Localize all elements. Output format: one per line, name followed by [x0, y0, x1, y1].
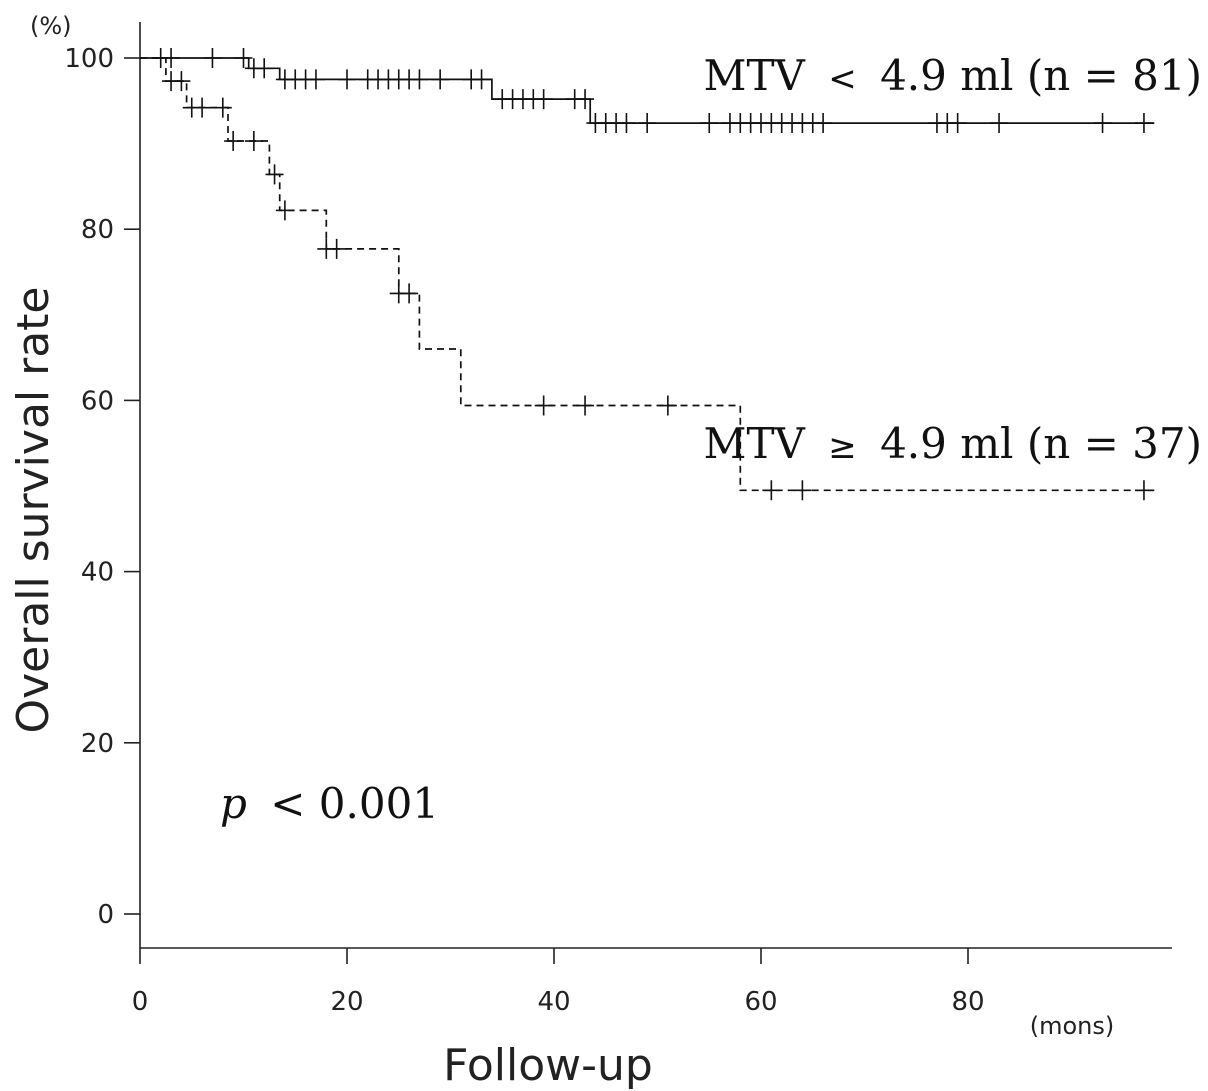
censor-mark [1093, 113, 1112, 134]
x-axis-title: Follow-up [443, 1040, 653, 1091]
series-label-op: < [828, 59, 857, 99]
censor-mark [658, 395, 677, 416]
x-tick-label: 20 [330, 987, 363, 1017]
y-tick-label: 40 [81, 558, 114, 588]
plot-area [140, 48, 1155, 501]
censor-mark [224, 131, 243, 152]
censor-mark [793, 480, 812, 501]
x-tick-label: 80 [951, 987, 984, 1017]
censor-mark [534, 395, 553, 416]
series-label-lhs: MTV [704, 419, 806, 468]
series-label-rhs: 4.9 ml (n = 37) [880, 419, 1202, 468]
axes: 0 20 40 60 80 100 0 20 40 60 80 [64, 22, 1172, 1017]
censor-mark [990, 113, 1009, 134]
censor-mark [1134, 113, 1153, 134]
series-line-1 [140, 57, 1155, 492]
censor-mark [617, 113, 636, 134]
censor-mark [948, 113, 967, 134]
censor-mark [193, 97, 212, 118]
censor-mark [234, 48, 253, 68]
censor-mark [700, 113, 719, 134]
series-label-mtv-high: MTV ≥ 4.9 ml (n = 37) [704, 419, 1203, 468]
series-label-rhs: 4.9 ml (n = 81) [880, 51, 1202, 100]
series-label-mtv-low: MTV < 4.9 ml (n = 81) [704, 51, 1203, 100]
censor-mark [400, 283, 419, 304]
censor-mark [338, 69, 356, 90]
x-tick-label: 40 [537, 987, 570, 1017]
censor-mark [244, 131, 263, 152]
censor-mark [431, 69, 450, 90]
censor-mark [327, 238, 346, 259]
censor-mark [472, 69, 491, 90]
censor-mark [534, 89, 553, 110]
censor-mark [576, 395, 595, 416]
p-value-annotation: p < 0.001 [220, 779, 439, 828]
censor-mark [762, 480, 781, 501]
x-tick-label: 0 [132, 987, 149, 1017]
y-tick-label: 0 [97, 900, 114, 930]
censor-mark [576, 89, 595, 110]
y-tick-label: 100 [64, 44, 114, 74]
y-tick-label: 80 [81, 215, 114, 245]
series-label-lhs: MTV [704, 51, 806, 100]
censor-mark [410, 69, 429, 90]
censor-mark [1134, 480, 1153, 501]
censor-mark [638, 113, 657, 134]
censor-mark [275, 200, 294, 221]
x-unit-label: (mons) [1030, 1012, 1115, 1040]
y-tick-label: 20 [81, 729, 114, 759]
y-axis-title: Overall survival rate [8, 287, 59, 734]
x-tick-label: 60 [744, 987, 777, 1017]
y-tick-label: 60 [81, 386, 114, 416]
censor-mark [203, 48, 222, 68]
p-symbol: p [220, 779, 247, 828]
censor-mark [814, 113, 833, 134]
censor-mark [265, 164, 284, 185]
y-unit-label: (%) [30, 12, 72, 40]
censor-mark [172, 71, 191, 92]
censor-mark [255, 58, 274, 79]
censor-mark [306, 69, 325, 90]
p-value-text: < 0.001 [270, 779, 439, 828]
censor-mark [213, 97, 232, 118]
series-label-op: ≥ [828, 427, 857, 467]
